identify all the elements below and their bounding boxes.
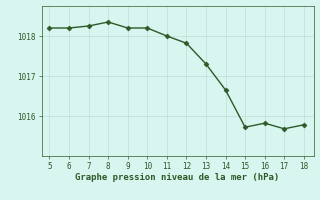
X-axis label: Graphe pression niveau de la mer (hPa): Graphe pression niveau de la mer (hPa): [76, 173, 280, 182]
